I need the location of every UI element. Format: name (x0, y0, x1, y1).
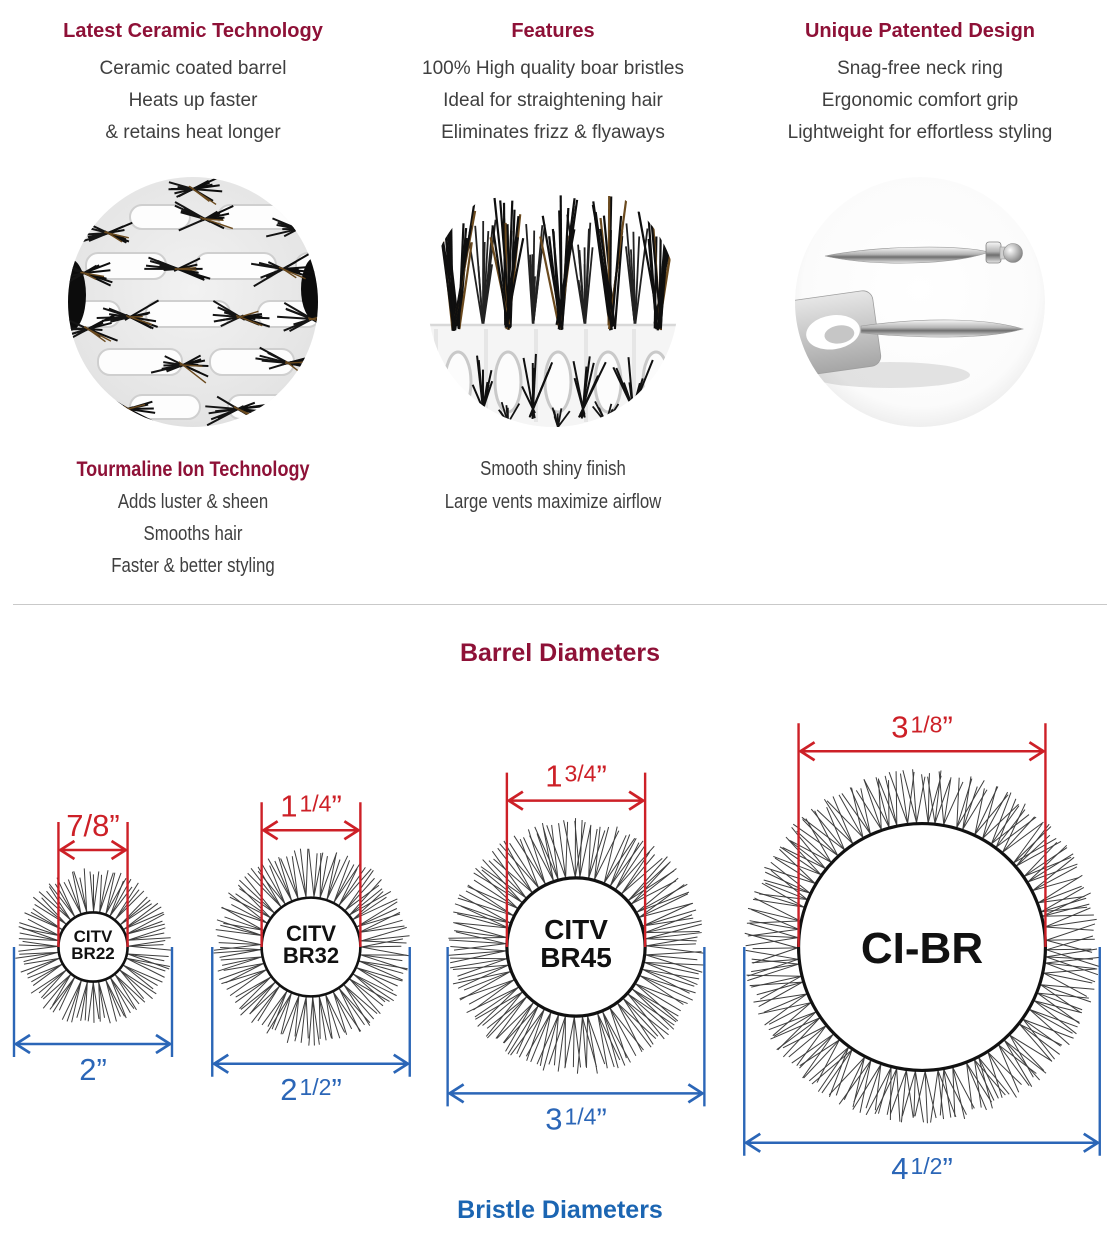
feature-line: Lightweight for effortless styling (787, 122, 1053, 143)
barrel-dimension-label: 11/4” (280, 788, 342, 823)
bristle-diameters-title: Bristle Diameters (457, 1196, 663, 1224)
arrowhead-left-icon (447, 1083, 465, 1104)
feature-line: Adds luster & sheen (117, 491, 269, 513)
product-infographic: Latest Ceramic Technology Ceramic coated… (0, 16, 1120, 1224)
arrowhead-right-icon (392, 1053, 411, 1074)
boar-bristles-closeup-image (428, 177, 678, 427)
features-row-2: Tourmaline Ion Technology Adds luster & … (0, 453, 1120, 582)
barrel-diameters-title: Barrel Diameters (459, 639, 661, 667)
section-divider (13, 604, 1107, 605)
pintail-pins-art (795, 177, 1045, 427)
brush-model-label: BR45 (540, 942, 612, 973)
barrel-dimension-label: 7/8” (66, 808, 119, 843)
arrowhead-left-icon (261, 820, 279, 841)
arrowhead-left-icon (797, 741, 816, 762)
barrel-diagrams-area: CITV BR22 7/8” 2” CITV BR32 11/4” 21/2” CITV BR45… (0, 674, 1120, 1194)
feature-line: Eliminates frizz & flyaways (441, 122, 665, 143)
bristle-dimension-label: 41/2” (891, 1151, 953, 1186)
feature-column-ceramic: Latest Ceramic Technology Ceramic coated… (0, 16, 386, 427)
feature-line: Snag-free neck ring (837, 58, 1003, 79)
bristle-dimension-label: 2” (79, 1052, 107, 1087)
arrowhead-left-icon (13, 1033, 31, 1055)
feature-line: Ergonomic comfort grip (821, 90, 1019, 111)
arrowhead-right-icon (110, 839, 129, 861)
feature-line: 100% High quality boar bristles (422, 58, 684, 79)
arrowhead-left-icon (743, 1132, 762, 1153)
arrowhead-right-icon (155, 1033, 173, 1055)
arrowhead-right-icon (1028, 741, 1047, 762)
barrel-vents-photo (68, 177, 318, 427)
brush-model-label: BR32 (283, 943, 339, 968)
feature-line: Faster & better styling (111, 555, 275, 577)
brush-model-label: CITV (286, 921, 336, 946)
feature-title-ceramic: Latest Ceramic Technology (63, 20, 323, 42)
brush-model-label: CI-BR (861, 924, 983, 973)
feature-line: Ideal for straightening hair (443, 90, 663, 111)
arrowhead-left-icon (57, 839, 76, 861)
brush-model-label: BR22 (71, 944, 114, 963)
feature-title-design: Unique Patented Design (804, 20, 1036, 42)
arrowhead-right-icon (1082, 1132, 1101, 1153)
feature-line: & retains heat longer (105, 122, 281, 143)
feature-column-finish: Smooth shiny finish Large vents maximize… (386, 453, 720, 582)
feature-column-empty (720, 453, 1120, 582)
feature-column-design: Unique Patented Design Snag-free neck ri… (720, 16, 1120, 427)
feature-title-features: Features (511, 20, 595, 42)
boar-bristles-art (428, 177, 678, 427)
barrel-vents-art (68, 177, 318, 427)
feature-line: Smooths hair (143, 523, 243, 545)
barrel-diagrams-canvas: CITVBR227/8”2”CITVBR3211/4”21/2”CITVBR45… (12, 709, 1101, 1186)
barrel-vents-closeup-image (68, 177, 318, 427)
pintail-pins-closeup-image (795, 177, 1045, 427)
brush-model-label: CITV (74, 927, 113, 946)
feature-title-tourmaline: Tourmaline Ion Technology (76, 458, 310, 481)
feature-line: Large vents maximize airflow (444, 491, 662, 513)
features-row-1: Latest Ceramic Technology Ceramic coated… (0, 16, 1120, 427)
barrel-dimension-label: 31/8” (891, 709, 953, 744)
arrowhead-right-icon (343, 820, 361, 841)
feature-column-features: Features 100% High quality boar bristles… (386, 16, 720, 427)
arrowhead-right-icon (628, 790, 646, 811)
bristle-dimension-label: 21/2” (280, 1072, 342, 1107)
barrel-dimension-label: 13/4” (545, 759, 607, 794)
feature-line: Heats up faster (128, 90, 258, 111)
arrowhead-left-icon (506, 790, 524, 811)
feature-line: Smooth shiny finish (480, 458, 626, 480)
bristle-dimension-label: 31/4” (545, 1101, 607, 1136)
pintail-pins-photo (795, 177, 1045, 427)
feature-line: Ceramic coated barrel (99, 58, 287, 79)
feature-column-tourmaline: Tourmaline Ion Technology Adds luster & … (0, 453, 386, 582)
arrowhead-left-icon (211, 1053, 230, 1074)
boar-bristles-photo (428, 177, 678, 427)
brush-model-label: CITV (544, 914, 608, 945)
arrowhead-right-icon (687, 1083, 705, 1104)
brush-diagram-CI-BR: CI-BR 31/8” 41/2” (743, 709, 1101, 1186)
